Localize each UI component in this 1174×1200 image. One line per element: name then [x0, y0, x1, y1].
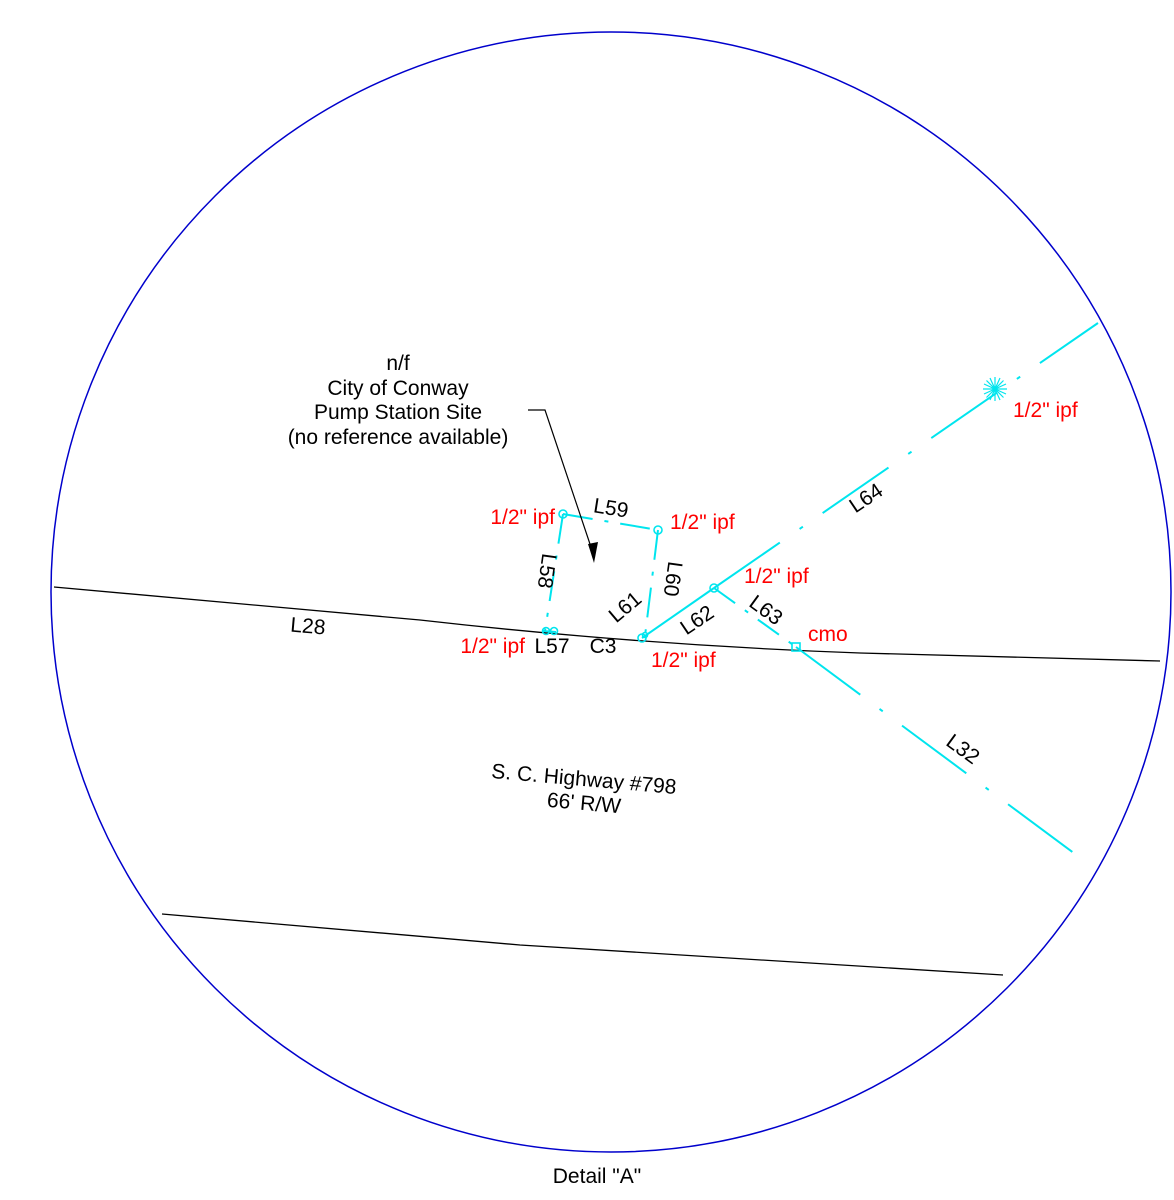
monument-label-l59-left: 1/2" ipf — [490, 506, 555, 529]
label-l64: L64 — [845, 479, 887, 518]
ipf-marker-l59-left — [558, 509, 568, 519]
ipf-marker-l59-right — [653, 525, 663, 535]
label-l59: L59 — [592, 494, 630, 522]
property-lines — [542, 322, 1099, 866]
monument-label-top-right: 1/2" ipf — [1013, 399, 1078, 422]
parcel-note-line-1: n/f — [386, 352, 410, 375]
ipf-starburst-icon — [983, 377, 1007, 401]
monument-symbols — [541, 377, 1007, 652]
monument-label-l59-right: 1/2" ipf — [670, 511, 735, 534]
line-l63 — [713, 587, 797, 648]
cmo-marker — [791, 642, 801, 652]
label-l32: L32 — [942, 730, 984, 769]
label-l63: L63 — [745, 591, 787, 630]
label-l62: L62 — [676, 601, 718, 640]
line-l64 — [713, 322, 1099, 589]
road-south-row-line — [161, 913, 1004, 976]
label-l57: L57 — [534, 635, 569, 658]
detail-title: Detail "A" — [553, 1165, 641, 1188]
line-l60 — [644, 529, 659, 637]
label-l28: L28 — [289, 614, 326, 640]
line-l58 — [544, 513, 564, 632]
parcel-note-leader — [528, 409, 598, 563]
ipf-marker-l57-a — [541, 626, 551, 636]
leader-arrowhead — [588, 542, 598, 563]
leader-line — [528, 409, 595, 557]
line-l62 — [641, 587, 715, 639]
monument-label-l57: 1/2" ipf — [460, 635, 525, 658]
label-l60: L60 — [659, 560, 687, 598]
label-c3: C3 — [590, 635, 617, 658]
monument-label-cmo: cmo — [808, 623, 848, 646]
ipf-marker-l63 — [709, 583, 719, 593]
label-l61: L61 — [605, 587, 647, 627]
ipf-marker-c3-inner — [641, 631, 649, 639]
line-l59 — [562, 513, 659, 531]
parcel-note-line-3: Pump Station Site — [314, 401, 482, 424]
monument-label-c3: 1/2" ipf — [651, 649, 716, 672]
line-l32 — [795, 646, 1091, 866]
detail-boundary-circle — [50, 31, 1172, 1153]
label-l58: L58 — [533, 552, 561, 590]
parcel-note-line-2: City of Conway — [327, 377, 469, 400]
monument-label-l63: 1/2" ipf — [744, 565, 809, 588]
ipf-marker-l57-b — [549, 626, 559, 636]
parcel-note-line-4: (no reference available) — [288, 426, 509, 449]
